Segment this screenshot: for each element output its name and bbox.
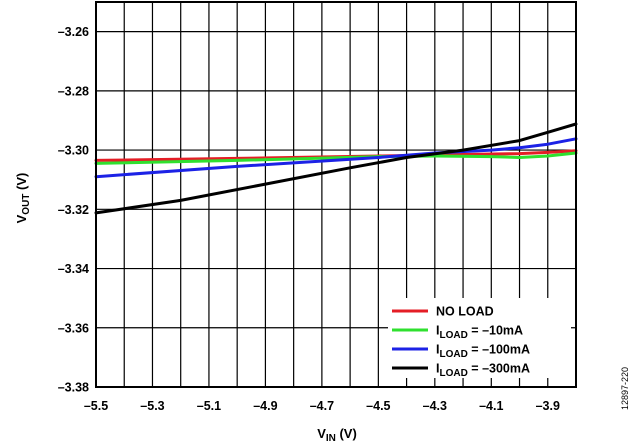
figure-code: 12897-220 xyxy=(620,367,630,410)
y-tick-label: –3.32 xyxy=(58,203,89,217)
x-tick-label: –4.5 xyxy=(366,399,390,413)
y-tick-label: –3.26 xyxy=(58,25,89,39)
x-tick-label: –4.3 xyxy=(423,399,447,413)
legend-entry: ILOAD = –300mA xyxy=(392,362,530,380)
x-tick-label: –4.7 xyxy=(310,399,334,413)
legend-label: ILOAD = –10mA xyxy=(436,324,523,342)
legend-label: NO LOAD xyxy=(436,305,494,319)
series-line-0 xyxy=(94,149,578,162)
legend-entry: ILOAD = –100mA xyxy=(392,343,530,361)
legend-entry: NO LOAD xyxy=(392,305,494,319)
y-tick-labels: –3.26 –3.28 –3.30 –3.32 –3.34 –3.36 –3.38 xyxy=(58,25,89,394)
legend-label: ILOAD = –300mA xyxy=(436,362,530,380)
x-tick-label: –3.9 xyxy=(536,399,560,413)
x-tick-label: –4.1 xyxy=(479,399,503,413)
series-group xyxy=(94,122,578,215)
y-tick-label: –3.36 xyxy=(58,321,89,335)
y-axis-label: VOUT (V) xyxy=(14,173,32,224)
legend-entry: ILOAD = –10mA xyxy=(392,324,523,342)
y-tick-label: –3.34 xyxy=(58,262,89,276)
x-tick-labels: –5.5 –5.3 –5.1 –4.9 –4.7 –4.5 –4.3 –4.1 –3.9 xyxy=(84,399,560,413)
y-tick-label: –3.30 xyxy=(58,144,89,158)
x-axis-label: VIN (V) xyxy=(317,426,357,444)
y-tick-label: –3.38 xyxy=(58,381,89,395)
series-line-1 xyxy=(94,151,578,165)
x-tick-label: –5.5 xyxy=(84,399,108,413)
x-tick-label: –5.3 xyxy=(140,399,164,413)
plot-frame xyxy=(95,1,577,388)
y-tick-label: –3.28 xyxy=(58,84,89,98)
x-tick-label: –5.1 xyxy=(197,399,221,413)
legend-label: ILOAD = –100mA xyxy=(436,343,530,361)
series-line-3 xyxy=(94,122,578,215)
x-tick-label: –4.9 xyxy=(253,399,277,413)
